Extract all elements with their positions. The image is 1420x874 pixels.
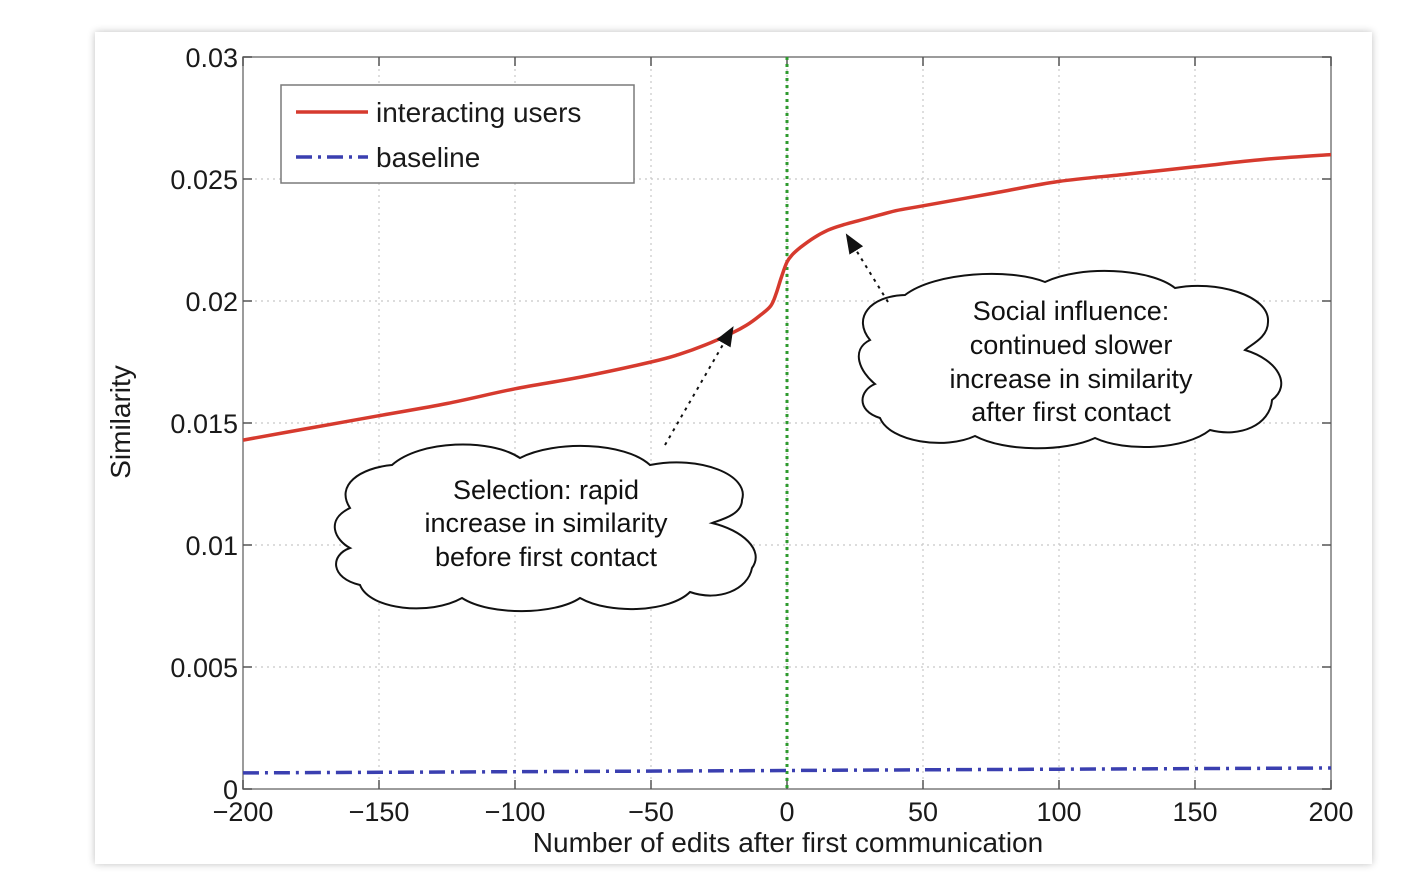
x-tick-label: 150: [1172, 797, 1217, 827]
legend-box: [280, 84, 635, 184]
legend-label-interacting-users: interacting users: [376, 97, 581, 128]
annotation-selection-line-2: increase in similarity: [424, 508, 668, 538]
x-tick-label: 50: [908, 797, 938, 827]
y-tick-label: 0: [223, 775, 238, 805]
annotation-selection-line-1: Selection: rapid: [453, 475, 639, 505]
x-tick-label: 200: [1308, 797, 1353, 827]
cloud-shape-influence: [857, 269, 1283, 450]
y-tick-label: 0.03: [185, 43, 238, 73]
x-tick-label: −150: [349, 797, 410, 827]
arrow-influence: [845, 233, 889, 303]
y-tick-label: 0.01: [185, 531, 238, 561]
y-tick-labels: 0 0.005 0.01 0.015 0.02 0.025 0.03: [170, 43, 238, 805]
arrow-selection: [664, 326, 734, 446]
tick-marks: [242, 56, 1332, 790]
x-tick-label: 0: [779, 797, 794, 827]
x-tick-label: −100: [485, 797, 546, 827]
annotation-influence-line-3: increase in similarity: [949, 364, 1193, 394]
y-axis-label: Similarity: [105, 365, 136, 479]
y-tick-label: 0.02: [185, 287, 238, 317]
annotation-selection-line-3: before first contact: [435, 542, 658, 572]
legend: interacting users baseline: [280, 84, 635, 184]
x-tick-label: −50: [628, 797, 674, 827]
series-line-baseline: [242, 766, 1332, 775]
annotation-influence-line-2: continued slower: [970, 330, 1173, 360]
cloud-shape-selection: [333, 443, 757, 613]
y-tick-label: 0.025: [170, 165, 238, 195]
annotation-influence-line-1: Social influence:: [973, 296, 1170, 326]
y-tick-label: 0.005: [170, 653, 238, 683]
series-line-interacting-users: [242, 152, 1332, 442]
annotation-selection: Selection: rapid increase in similarity …: [333, 443, 757, 613]
legend-label-baseline: baseline: [376, 142, 480, 173]
x-tick-label: 100: [1036, 797, 1081, 827]
annotation-influence: Social influence: continued slower incre…: [857, 269, 1283, 450]
x-tick-labels: −200 −150 −100 −50 0 50 100 150 200: [213, 797, 1354, 827]
annotation-influence-line-4: after first contact: [971, 397, 1171, 427]
y-tick-label: 0.015: [170, 409, 238, 439]
x-axis-label: Number of edits after first communicatio…: [533, 827, 1043, 858]
x-tick-label: −200: [213, 797, 274, 827]
